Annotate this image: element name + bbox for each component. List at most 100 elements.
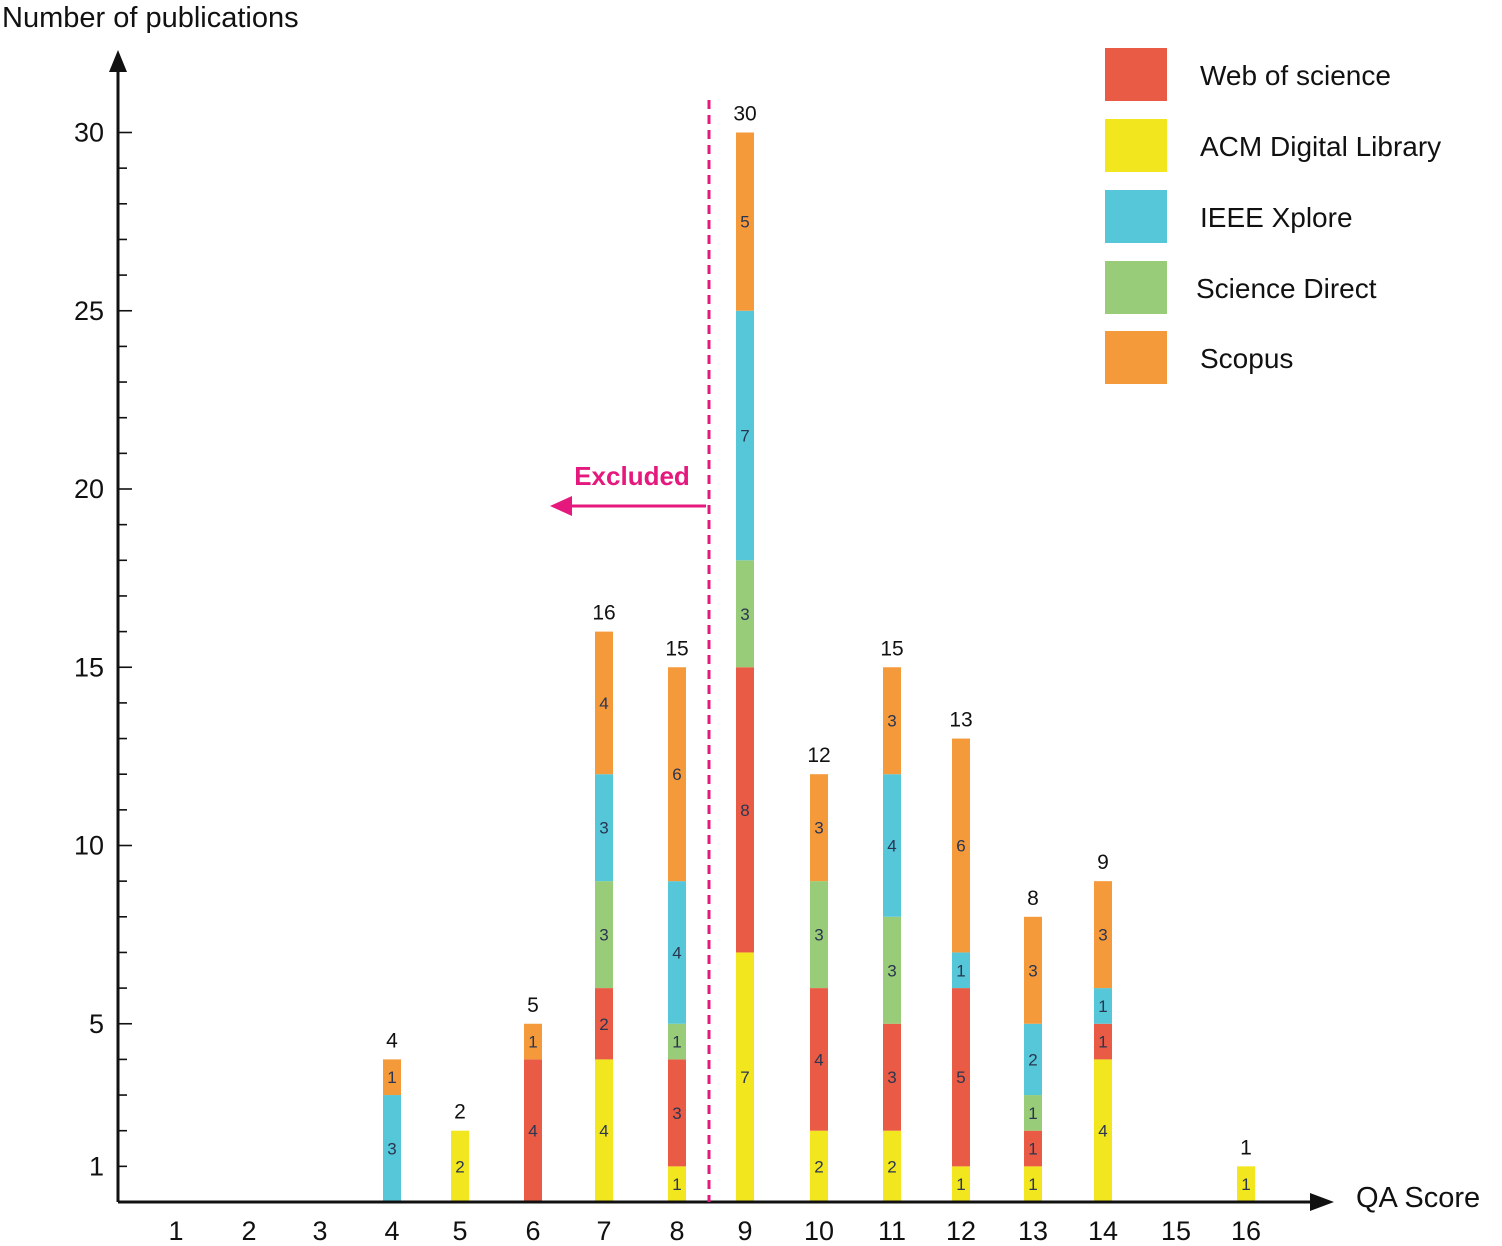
- bar-segment: [883, 1023, 901, 1131]
- segment-value-label: 3: [1098, 926, 1107, 945]
- segment-value-label: 3: [672, 1104, 681, 1123]
- segment-value-label: 1: [387, 1068, 396, 1087]
- legend-label: Science Direct: [1196, 273, 1377, 304]
- bar-segment: [736, 560, 754, 668]
- legend-label: Web of science: [1200, 60, 1391, 91]
- bar-segment: [736, 310, 754, 561]
- y-tick-label: 20: [74, 474, 104, 504]
- bar-segment: [1024, 1095, 1042, 1131]
- x-tick-label: 13: [1018, 1216, 1048, 1246]
- segment-value-label: 3: [1028, 961, 1037, 980]
- legend-label: IEEE Xplore: [1200, 202, 1353, 233]
- bar-total-label: 4: [386, 1029, 398, 1052]
- segment-value-label: 4: [599, 694, 608, 713]
- x-tick-label: 6: [525, 1216, 540, 1246]
- bar-total-label: 15: [880, 637, 903, 660]
- legend-swatch: [1105, 331, 1167, 384]
- segment-value-label: 3: [887, 1068, 896, 1087]
- y-tick-label: 30: [74, 118, 104, 148]
- segment-value-label: 3: [599, 926, 608, 945]
- bar-segment: [1024, 1130, 1042, 1167]
- bar-segment: [736, 132, 754, 311]
- x-tick-label: 15: [1161, 1216, 1191, 1246]
- bar-segment: [1024, 1166, 1042, 1202]
- segment-value-label: 5: [740, 213, 749, 232]
- segment-value-label: 2: [814, 1157, 823, 1176]
- segment-value-label: 3: [599, 819, 608, 838]
- bar-segment: [383, 1059, 401, 1096]
- bar-segment: [736, 952, 754, 1202]
- y-tick-label: 15: [74, 652, 104, 682]
- segment-value-label: 4: [1098, 1122, 1107, 1141]
- bar-segment: [952, 1166, 970, 1202]
- bar-segment: [595, 774, 613, 882]
- segment-value-label: 4: [599, 1122, 608, 1141]
- legend-label: ACM Digital Library: [1200, 131, 1441, 162]
- segment-value-label: 1: [1028, 1140, 1037, 1159]
- bar-total-label: 5: [527, 994, 539, 1017]
- bar-total-label: 2: [454, 1101, 466, 1124]
- segment-value-label: 1: [672, 1175, 681, 1194]
- x-axis-arrowhead: [1310, 1193, 1334, 1211]
- bar-total-label: 8: [1027, 887, 1039, 910]
- bar-segment: [952, 988, 970, 1167]
- segment-value-label: 1: [1098, 1033, 1107, 1052]
- bar-segment: [1024, 1023, 1042, 1096]
- segment-value-label: 2: [455, 1157, 464, 1176]
- bar-total-label: 13: [949, 709, 972, 732]
- x-tick-label: 12: [946, 1216, 976, 1246]
- bar-segment: [595, 631, 613, 775]
- bar-total-label: 12: [807, 744, 830, 767]
- bar-segment: [810, 881, 828, 989]
- segment-value-label: 3: [887, 961, 896, 980]
- legend-label: Scopus: [1200, 343, 1293, 374]
- bar-segment: [383, 1095, 401, 1202]
- x-tick-label: 16: [1231, 1216, 1261, 1246]
- x-tick-label: 3: [312, 1216, 327, 1246]
- x-tick-label: 10: [804, 1216, 834, 1246]
- bar-segment: [883, 1130, 901, 1202]
- bar-segment: [524, 1023, 542, 1060]
- legend-swatch: [1105, 190, 1167, 243]
- segment-value-label: 4: [814, 1050, 823, 1069]
- y-tick-label: 5: [89, 1009, 104, 1039]
- x-tick-label: 8: [669, 1216, 684, 1246]
- segment-value-label: 5: [956, 1068, 965, 1087]
- segment-value-label: 1: [1241, 1175, 1250, 1194]
- bar-segment: [595, 1059, 613, 1202]
- y-axis-title: Number of publications: [2, 2, 299, 34]
- y-tick-label: 10: [74, 831, 104, 861]
- excluded-label: Excluded: [574, 461, 690, 491]
- bar-total-label: 15: [665, 637, 688, 660]
- bar-segment: [595, 881, 613, 989]
- bar-segment: [1237, 1166, 1255, 1202]
- bar-total-label: 9: [1097, 851, 1109, 874]
- segment-value-label: 8: [740, 801, 749, 820]
- bar-segment: [668, 1023, 686, 1060]
- segment-value-label: 2: [599, 1015, 608, 1034]
- x-tick-label: 7: [596, 1216, 611, 1246]
- bar-segment: [1094, 1059, 1112, 1202]
- bar-segment: [952, 738, 970, 953]
- segment-value-label: 3: [814, 819, 823, 838]
- bar-segment: [883, 667, 901, 775]
- segment-value-label: 1: [956, 961, 965, 980]
- bar-segment: [668, 667, 686, 882]
- legend-swatch: [1105, 261, 1167, 314]
- segment-value-label: 6: [672, 765, 681, 784]
- segment-value-label: 4: [528, 1122, 537, 1141]
- y-tick-label: 1: [89, 1151, 104, 1181]
- segment-value-label: 3: [887, 712, 896, 731]
- legend-swatch: [1105, 119, 1167, 172]
- segment-value-label: 1: [956, 1175, 965, 1194]
- bar-segment: [810, 1130, 828, 1202]
- segment-value-label: 1: [1098, 997, 1107, 1016]
- bar-segment: [524, 1059, 542, 1202]
- segment-value-label: 7: [740, 1068, 749, 1087]
- bar-total-label: 30: [733, 103, 756, 126]
- bar-segment: [810, 774, 828, 882]
- segment-value-label: 4: [672, 943, 681, 962]
- bar-segment: [736, 667, 754, 953]
- bar-segment: [1024, 916, 1042, 1024]
